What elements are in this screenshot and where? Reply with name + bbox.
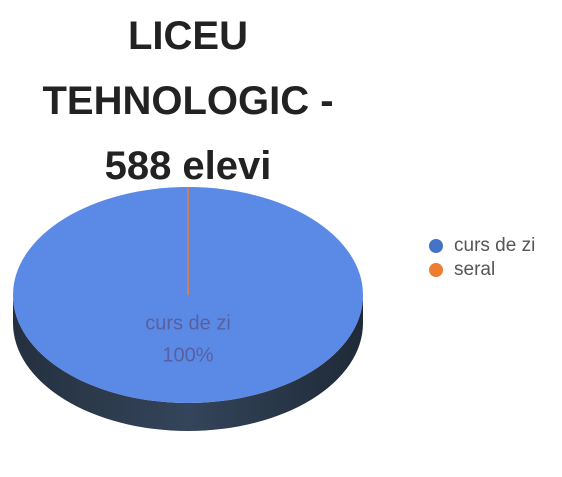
legend-swatch xyxy=(429,239,443,253)
legend-label: seral xyxy=(454,259,495,280)
legend-swatch xyxy=(429,263,443,277)
chart-title: LICEU TEHNOLOGIC - 588 elevi xyxy=(42,14,334,188)
data-label-category: curs de zi xyxy=(145,312,231,334)
legend-label: curs de zi xyxy=(454,235,535,256)
data-label-value: 100% xyxy=(162,344,213,366)
pie-side xyxy=(13,295,363,431)
